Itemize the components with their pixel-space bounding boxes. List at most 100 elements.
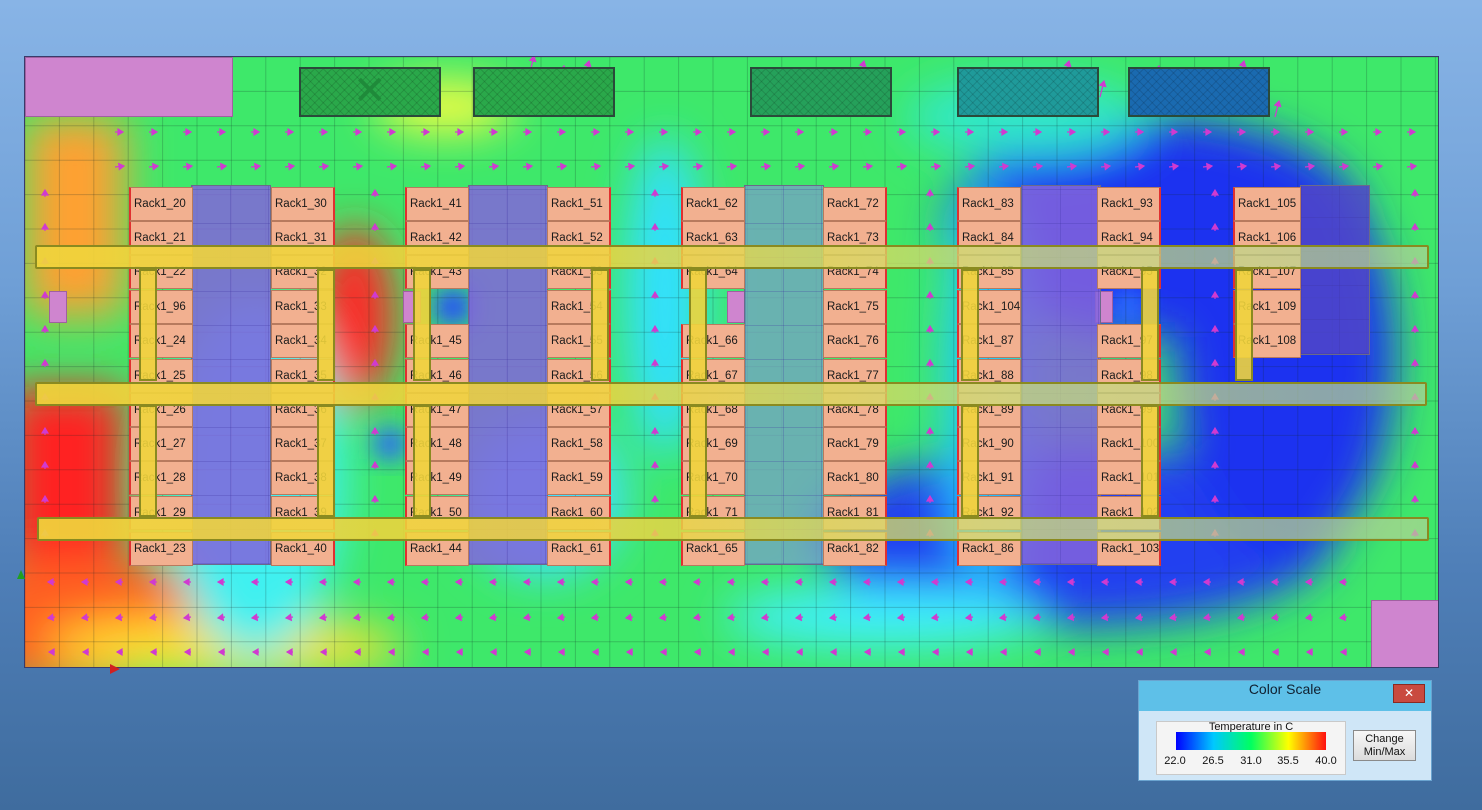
airflow-arrowhead — [40, 358, 50, 366]
close-button[interactable]: ✕ — [1393, 684, 1425, 703]
cable-drop-8a[interactable] — [1235, 269, 1253, 381]
crac-unit-bottom-right[interactable] — [1371, 600, 1438, 667]
rack[interactable]: Rack1_62 — [681, 187, 745, 221]
airflow-arrowhead — [692, 577, 700, 587]
rack[interactable]: Rack1_75 — [823, 290, 887, 324]
airflow-arrowhead — [491, 127, 499, 137]
airflow-arrowhead — [593, 127, 601, 137]
cable-drop-3b[interactable] — [413, 405, 431, 517]
tile-block-1[interactable] — [49, 291, 67, 323]
cable-tray-1[interactable] — [35, 245, 1429, 269]
airflow-arrowhead — [1069, 127, 1077, 137]
airflow-arrowhead — [1001, 162, 1010, 171]
rack[interactable]: Rack1_76 — [823, 324, 887, 358]
cold-aisle-3[interactable] — [744, 185, 824, 565]
airflow-arrowhead — [828, 577, 836, 587]
airflow-arrowhead — [148, 577, 156, 587]
airflow-arrowhead — [1410, 222, 1420, 230]
airflow-arrowhead — [559, 162, 568, 171]
airflow-arrowhead — [81, 647, 89, 657]
airflow-arrowhead — [1103, 127, 1111, 137]
rack[interactable]: Rack1_58 — [547, 427, 611, 461]
airflow-arrowhead — [896, 613, 905, 622]
cooling-unit-3[interactable] — [750, 67, 892, 117]
airflow-arrowhead — [925, 494, 935, 502]
airflow-arrowhead — [40, 188, 50, 196]
rack[interactable]: Rack1_51 — [547, 187, 611, 221]
change-button-line1: Change — [1365, 733, 1404, 745]
airflow-arrowhead — [1137, 127, 1145, 137]
cable-drop-7a[interactable] — [1141, 269, 1159, 381]
rack[interactable]: Rack1_79 — [823, 427, 887, 461]
airflow-arrowhead — [925, 222, 935, 230]
rack[interactable]: Rack1_80 — [823, 461, 887, 495]
airflow-arrowhead — [930, 577, 938, 587]
airflow-arrowhead — [964, 613, 973, 622]
airflow-arrowhead — [216, 613, 225, 622]
airflow-arrowhead — [794, 613, 803, 622]
airflow-arrowhead — [457, 127, 465, 137]
airflow-arrowhead — [151, 127, 159, 137]
cable-drop-2a[interactable] — [317, 269, 335, 381]
airflow-arrowhead — [1338, 613, 1347, 622]
rack[interactable]: Rack1_59 — [547, 461, 611, 495]
airflow-arrowhead — [455, 647, 463, 657]
cooling-unit-2[interactable] — [473, 67, 615, 117]
cooling-unit-5[interactable] — [1128, 67, 1270, 117]
cable-drop-5b[interactable] — [689, 405, 707, 517]
thermal-floor-plan[interactable]: ✕ Rack1_20 Rack1_21 Rack1_22 Rack1_96 Rack1_… — [24, 56, 1439, 668]
rack[interactable]: Rack1_72 — [823, 187, 887, 221]
airflow-arrowhead — [593, 162, 602, 171]
cold-aisle-1[interactable] — [191, 185, 271, 565]
crac-unit-top-left[interactable] — [25, 57, 233, 117]
cable-drop-1b[interactable] — [139, 405, 157, 517]
rack[interactable]: Rack1_30 — [271, 187, 335, 221]
airflow-arrowhead — [1169, 647, 1177, 657]
cooling-unit-4[interactable] — [957, 67, 1099, 117]
change-min-max-button[interactable]: Change Min/Max — [1353, 730, 1416, 761]
cable-tray-2[interactable] — [35, 382, 1427, 406]
cable-drop-4a[interactable] — [591, 269, 609, 381]
airflow-arrowhead — [930, 613, 939, 622]
airflow-arrowhead — [727, 647, 735, 657]
cable-drop-3a[interactable] — [413, 269, 431, 381]
airflow-arrowhead — [250, 613, 259, 622]
airflow-arrowhead — [1410, 290, 1420, 298]
cable-drop-6a[interactable] — [961, 269, 979, 381]
rack[interactable]: Rack1_83 — [957, 187, 1021, 221]
cable-drop-6b[interactable] — [961, 405, 979, 517]
cable-drop-1a[interactable] — [139, 269, 157, 381]
cable-drop-7b[interactable] — [1141, 405, 1159, 517]
cold-aisle-5[interactable] — [1300, 185, 1370, 355]
airflow-arrowhead — [1171, 162, 1180, 171]
airflow-arrowhead — [624, 613, 633, 622]
airflow-arrowhead — [318, 613, 327, 622]
airflow-arrowhead — [1410, 188, 1420, 196]
airflow-arrowhead — [964, 577, 972, 587]
legend-label: Temperature in C — [1208, 721, 1294, 733]
cold-aisle-4[interactable] — [1021, 185, 1101, 565]
airflow-arrowhead — [1137, 162, 1146, 171]
tile-block-3[interactable] — [727, 291, 745, 323]
rack[interactable]: Rack1_93 — [1097, 187, 1161, 221]
airflow-arrowhead — [933, 162, 942, 171]
tick-label: 22.0 — [1164, 755, 1186, 767]
airflow-arrowhead — [1375, 127, 1383, 137]
airflow-arrowhead — [185, 127, 193, 137]
airflow-arrowhead — [624, 577, 632, 587]
airflow-arrowhead — [216, 577, 224, 587]
cable-drop-2b[interactable] — [317, 405, 335, 517]
rack[interactable]: Rack1_105 — [1233, 187, 1301, 221]
airflow-arrowhead — [40, 222, 50, 230]
cold-aisle-2[interactable] — [468, 185, 548, 565]
airflow-arrowhead — [1210, 426, 1220, 434]
cable-drop-5a[interactable] — [689, 269, 707, 381]
cable-tray-3[interactable] — [37, 517, 1429, 541]
airflow-arrowhead — [1202, 613, 1211, 622]
airflow-arrowhead — [219, 162, 228, 171]
rack[interactable]: Rack1_20 — [129, 187, 193, 221]
rack[interactable]: Rack1_41 — [405, 187, 469, 221]
airflow-arrowhead — [967, 127, 975, 137]
airflow-arrowhead — [583, 59, 592, 68]
cooling-unit-1[interactable]: ✕ — [299, 67, 441, 117]
